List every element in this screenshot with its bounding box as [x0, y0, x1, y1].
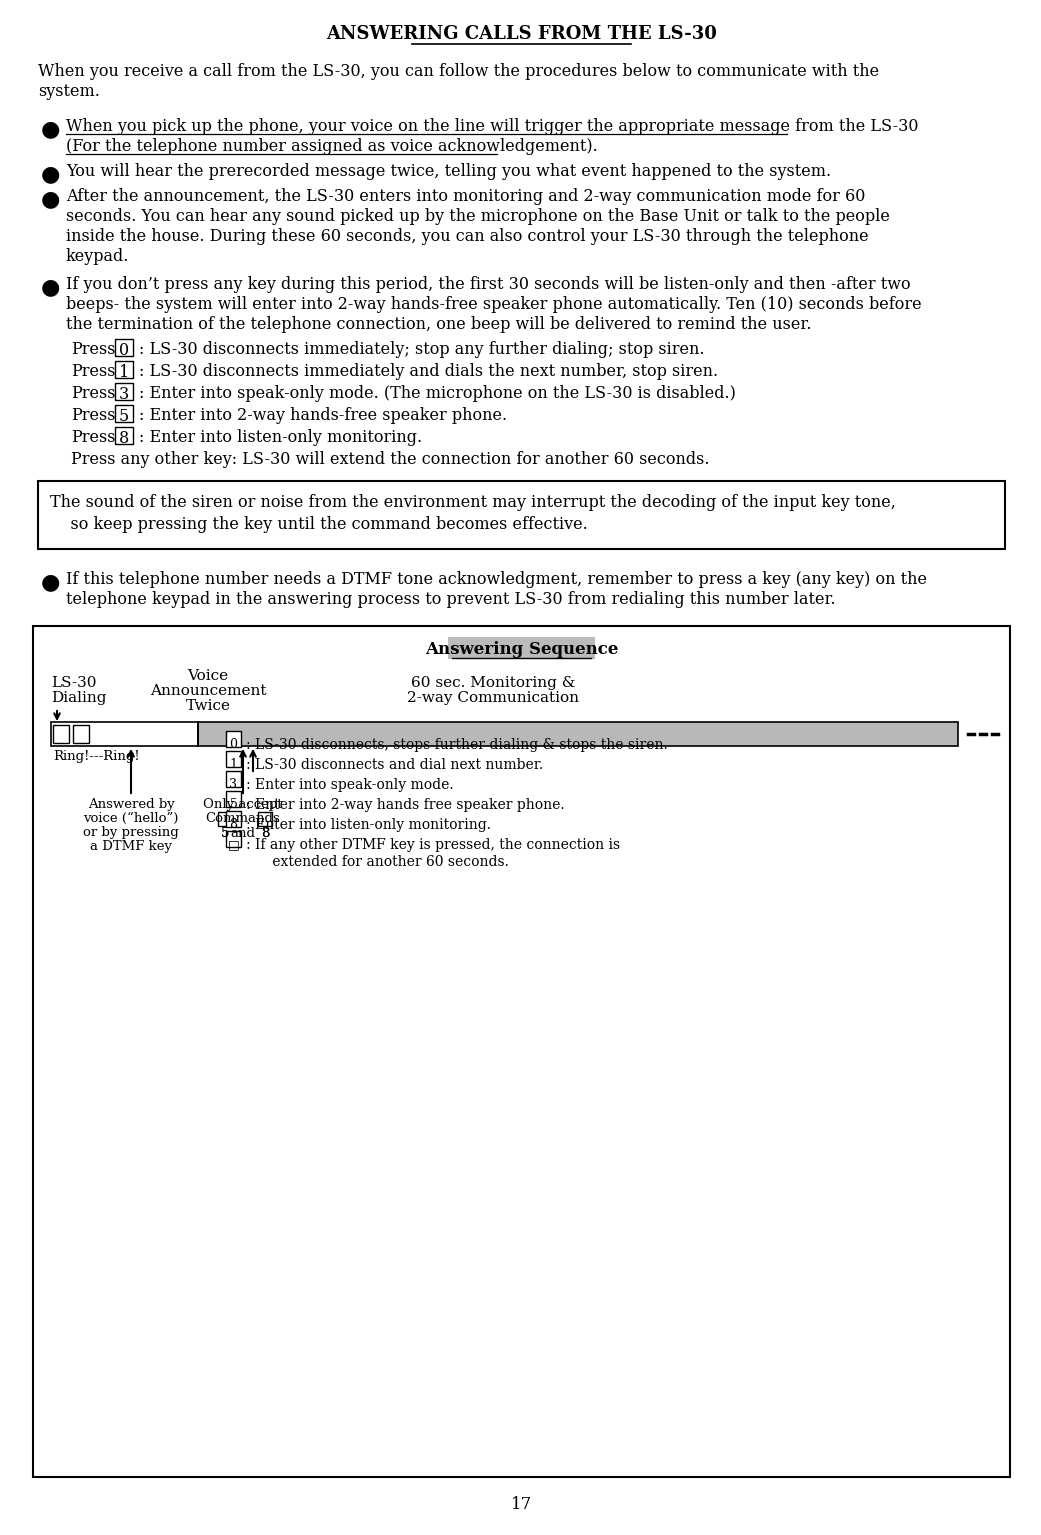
Text: 3: 3 — [119, 385, 129, 404]
Text: : LS-30 disconnects and dial next number.: : LS-30 disconnects and dial next number… — [246, 758, 543, 772]
Bar — [115, 339, 133, 356]
Text: □: □ — [228, 838, 239, 850]
Text: : Enter into 2-way hands free speaker phone.: : Enter into 2-way hands free speaker ph… — [246, 798, 564, 812]
Text: 3: 3 — [229, 778, 237, 791]
Text: LS-30: LS-30 — [51, 675, 97, 691]
Text: : Enter into speak-only mode.: : Enter into speak-only mode. — [246, 778, 454, 792]
Text: 8: 8 — [229, 818, 237, 830]
Text: : LS-30 disconnects, stops further dialing & stops the siren.: : LS-30 disconnects, stops further diali… — [246, 738, 667, 752]
Text: or by pressing: or by pressing — [83, 826, 179, 840]
Text: Press: Press — [71, 362, 116, 381]
Text: a DTMF key: a DTMF key — [90, 840, 172, 853]
Text: Announcement: Announcement — [150, 685, 266, 698]
Text: so keep pressing the key until the command becomes effective.: so keep pressing the key until the comma… — [50, 516, 588, 533]
Text: 5: 5 — [221, 827, 229, 840]
Text: You will hear the prerecorded message twice, telling you what event happened to : You will hear the prerecorded message tw… — [66, 163, 831, 180]
Text: keypad.: keypad. — [66, 249, 129, 266]
Text: : Enter into 2-way hands-free speaker phone.: : Enter into 2-way hands-free speaker ph… — [139, 407, 507, 424]
Text: : Enter into listen-only monitoring.: : Enter into listen-only monitoring. — [246, 818, 491, 832]
Bar — [226, 771, 242, 787]
Text: ●: ● — [41, 187, 60, 210]
Text: : If any other DTMF key is pressed, the connection is: : If any other DTMF key is pressed, the … — [246, 838, 620, 852]
Text: Ring!---Ring!: Ring!---Ring! — [53, 751, 139, 763]
Bar — [51, 721, 198, 746]
Bar — [226, 810, 242, 827]
Text: 1: 1 — [119, 364, 129, 381]
Bar — [226, 731, 242, 748]
Text: Press: Press — [71, 407, 116, 424]
Text: Answering Sequence: Answering Sequence — [425, 642, 618, 659]
Text: 5: 5 — [221, 827, 229, 840]
Bar — [39, 480, 1005, 550]
Bar — [226, 830, 242, 847]
Text: : LS-30 disconnects immediately; stop any further dialing; stop siren.: : LS-30 disconnects immediately; stop an… — [139, 341, 705, 358]
Text: 60 sec. Monitoring &: 60 sec. Monitoring & — [411, 675, 576, 691]
Text: Press: Press — [71, 341, 116, 358]
Bar — [198, 721, 958, 746]
Text: Answered by: Answered by — [87, 798, 175, 810]
Text: ●: ● — [41, 571, 60, 593]
Text: If this telephone number needs a DTMF tone acknowledgment, remember to press a k: If this telephone number needs a DTMF to… — [66, 571, 926, 588]
Text: : Enter into listen-only monitoring.: : Enter into listen-only monitoring. — [139, 428, 422, 447]
Text: and: and — [230, 827, 255, 840]
Text: ●: ● — [41, 163, 60, 186]
Text: After the announcement, the LS-30 enters into monitoring and 2-way communication: After the announcement, the LS-30 enters… — [66, 187, 865, 206]
Bar — [448, 637, 595, 659]
Text: ●: ● — [41, 118, 60, 140]
Text: 1: 1 — [229, 758, 237, 771]
Bar — [226, 751, 242, 768]
Text: voice (“hello”): voice (“hello”) — [83, 812, 179, 824]
Text: 8: 8 — [261, 827, 270, 840]
Text: extended for another 60 seconds.: extended for another 60 seconds. — [246, 855, 509, 869]
Text: 8: 8 — [261, 827, 270, 840]
Text: 0: 0 — [119, 342, 129, 359]
Bar — [53, 725, 69, 743]
Text: Press: Press — [71, 385, 116, 402]
Text: If you don’t press any key during this period, the first 30 seconds will be list: If you don’t press any key during this p… — [66, 276, 911, 293]
Bar — [226, 791, 242, 807]
Text: Voice: Voice — [187, 669, 229, 683]
Text: Press any other key: LS-30 will extend the connection for another 60 seconds.: Press any other key: LS-30 will extend t… — [71, 451, 710, 468]
Text: The sound of the siren or noise from the environment may interrupt the decoding : The sound of the siren or noise from the… — [50, 494, 896, 511]
Bar — [115, 361, 133, 378]
Text: 0: 0 — [229, 738, 237, 751]
Text: ANSWERING CALLS FROM THE LS-30: ANSWERING CALLS FROM THE LS-30 — [326, 25, 717, 43]
Bar — [115, 405, 133, 422]
Bar — [218, 812, 232, 826]
Text: Press: Press — [71, 428, 116, 447]
Text: seconds. You can hear any sound picked up by the microphone on the Base Unit or : seconds. You can hear any sound picked u… — [66, 209, 890, 226]
Text: When you pick up the phone, your voice on the line will trigger the appropriate : When you pick up the phone, your voice o… — [66, 118, 918, 135]
Bar — [73, 725, 88, 743]
Text: 2-way Communication: 2-way Communication — [407, 691, 579, 705]
Text: Dialing: Dialing — [51, 691, 106, 705]
Text: 5: 5 — [230, 798, 237, 810]
Bar — [33, 626, 1010, 1477]
Text: inside the house. During these 60 seconds, you can also control your LS-30 throu: inside the house. During these 60 second… — [66, 229, 868, 246]
Bar — [115, 384, 133, 401]
Text: : LS-30 disconnects immediately and dials the next number, stop siren.: : LS-30 disconnects immediately and dial… — [139, 362, 718, 381]
Text: telephone keypad in the answering process to prevent LS-30 from redialing this n: telephone keypad in the answering proces… — [66, 591, 836, 608]
Text: system.: system. — [39, 83, 100, 100]
Text: Commands: Commands — [206, 812, 280, 824]
Text: Only accept: Only accept — [203, 798, 283, 810]
Text: the termination of the telephone connection, one beep will be delivered to remin: the termination of the telephone connect… — [66, 316, 812, 333]
Text: 5: 5 — [119, 408, 129, 425]
Text: : Enter into speak-only mode. (The microphone on the LS-30 is disabled.): : Enter into speak-only mode. (The micro… — [139, 385, 736, 402]
Text: ●: ● — [41, 276, 60, 298]
Text: 8: 8 — [119, 430, 129, 447]
Bar — [258, 812, 272, 826]
Text: (For the telephone number assigned as voice acknowledgement).: (For the telephone number assigned as vo… — [66, 138, 598, 155]
Text: When you receive a call from the LS-30, you can follow the procedures below to c: When you receive a call from the LS-30, … — [39, 63, 880, 80]
Bar — [115, 427, 133, 444]
Text: 17: 17 — [511, 1497, 532, 1514]
Text: Twice: Twice — [185, 698, 230, 712]
Text: beeps- the system will enter into 2-way hands-free speaker phone automatically. : beeps- the system will enter into 2-way … — [66, 296, 921, 313]
